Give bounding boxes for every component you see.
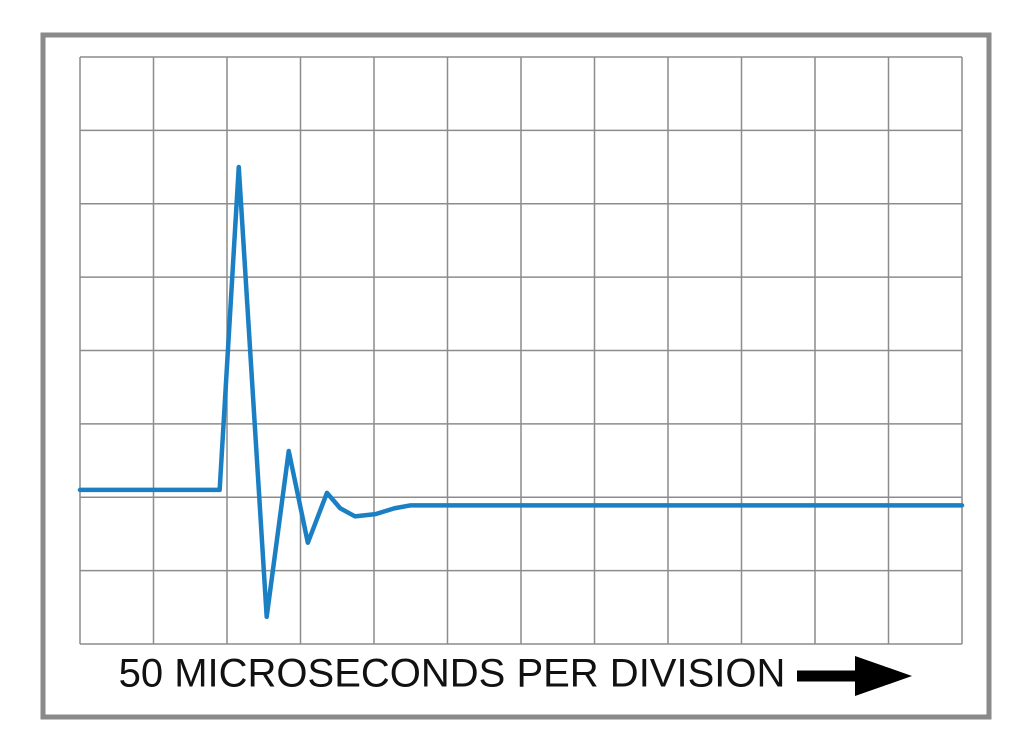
x-axis-label: 50 MICROSECONDS PER DIVISION [119, 652, 786, 696]
arrow [797, 656, 912, 696]
trace [77, 164, 965, 620]
arrow-head [855, 656, 912, 696]
screen-frame [40, 32, 992, 720]
